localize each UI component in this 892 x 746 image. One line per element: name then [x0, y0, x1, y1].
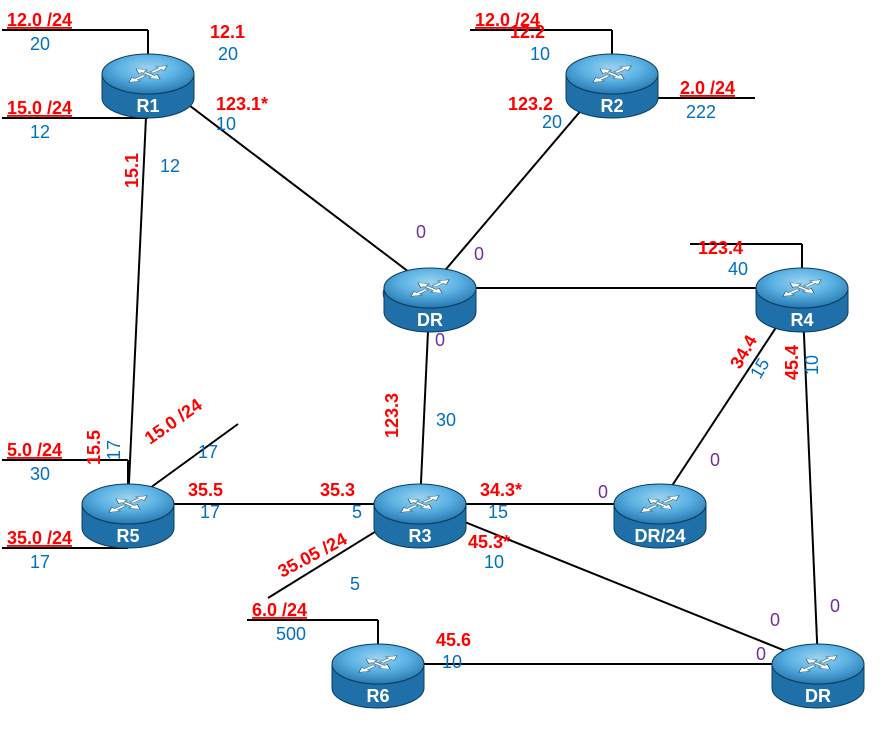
annotation-label: 15.5: [84, 430, 104, 465]
router-label: R3: [408, 526, 431, 546]
annotation-label: 6.0 /24: [252, 600, 307, 620]
annotation-label: 34.3*: [480, 480, 522, 500]
router-DR1: DR: [384, 268, 476, 332]
router-DR2: DR: [772, 644, 864, 708]
annotation-label: 17: [198, 442, 218, 462]
annotation-label: 123.3: [382, 393, 402, 438]
annotation-label: 45.6: [436, 630, 471, 650]
annotation-label: 0: [474, 244, 484, 264]
annotation-label: 40: [728, 259, 748, 279]
router-R1: R1: [102, 54, 194, 118]
annotation-label: 222: [686, 102, 716, 122]
annotation-label: 12.0 /24: [475, 10, 540, 30]
router-label: DR/24: [634, 526, 685, 546]
annotation-label: 0: [416, 222, 426, 242]
annotation-label: 12: [160, 156, 180, 176]
router-label: DR: [417, 310, 443, 330]
router-R6: R6: [332, 644, 424, 708]
annotation-label: 15.0 /24: [141, 395, 206, 449]
annotation-label: 20: [218, 44, 238, 64]
annotation-label: 12.0 /24: [7, 10, 72, 30]
annotation-label: 12.1: [210, 22, 245, 42]
annotation-label: 500: [276, 624, 306, 644]
annotation-label: 15.1: [122, 153, 142, 188]
annotation-label: 15: [488, 502, 508, 522]
annotation-label: 2.0 /24: [680, 78, 735, 98]
edge: [802, 288, 818, 664]
annotation-label: 30: [30, 464, 50, 484]
annotation-label: 0: [830, 596, 840, 616]
annotation-label: 5: [352, 502, 362, 522]
annotation-label: 123.1*: [216, 94, 268, 114]
annotation-label: 45.4: [782, 345, 802, 380]
annotation-label: 5: [350, 574, 360, 594]
annotation-label: 0: [435, 330, 445, 350]
annotation-label: 0: [756, 644, 766, 664]
annotation-label: 10: [802, 355, 822, 375]
annotation-label: 0: [710, 450, 720, 470]
annotation-label: 10: [484, 552, 504, 572]
annotation-label: 35.3: [320, 480, 355, 500]
routers-group: R1 R2 DR R4 R5 R3 DR/24 R6 DR: [82, 54, 864, 708]
annotation-label: 10: [216, 114, 236, 134]
annotation-label: 123.4: [698, 238, 743, 258]
annotation-label: 20: [542, 112, 562, 132]
annotation-label: 17: [30, 552, 50, 572]
router-label: R4: [790, 310, 813, 330]
router-R3: R3: [374, 484, 466, 548]
router-label: R2: [600, 96, 623, 116]
router-label: R5: [116, 526, 139, 546]
annotation-label: 30: [436, 410, 456, 430]
annotation-label: 5.0 /24: [7, 440, 62, 460]
annotation-label: 17: [200, 502, 220, 522]
annotation-label: 15.0 /24: [7, 98, 72, 118]
annotation-label: 17: [104, 440, 124, 460]
annotation-label: 10: [530, 44, 550, 64]
edges-group: [2, 30, 818, 664]
annotation-label: 10: [442, 652, 462, 672]
router-R4: R4: [756, 268, 848, 332]
network-diagram: 12.0 /242015.0 /241212.120123.1*1015.112…: [0, 0, 892, 746]
router-label: R6: [366, 686, 389, 706]
annotation-label: 0: [598, 482, 608, 502]
annotation-label: 12: [30, 122, 50, 142]
router-DR24: DR/24: [614, 484, 706, 548]
router-R5: R5: [82, 484, 174, 548]
annotation-label: 123.2: [508, 94, 553, 114]
router-label: R1: [136, 96, 159, 116]
router-R2: R2: [566, 54, 658, 118]
annotation-label: 35.5: [188, 480, 223, 500]
annotation-label: 20: [30, 34, 50, 54]
annotation-label: 45.3*: [468, 532, 510, 552]
annotation-label: 0: [770, 610, 780, 630]
annotation-label: 35.0 /24: [7, 528, 72, 548]
router-label: DR: [805, 686, 831, 706]
